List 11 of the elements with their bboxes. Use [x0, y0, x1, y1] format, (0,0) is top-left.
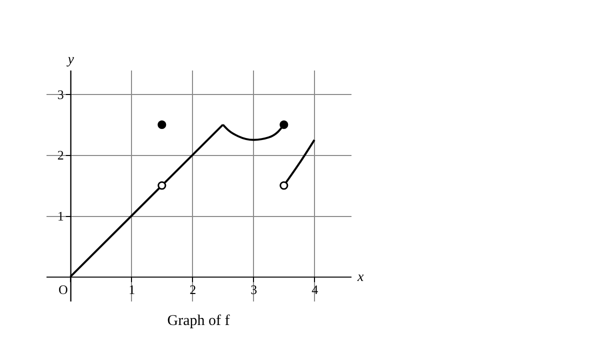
text: Graph of f	[167, 313, 230, 329]
x-axis-title: x	[356, 270, 364, 286]
y-tick-label: 2	[57, 148, 64, 163]
y-tick-label: 1	[57, 208, 64, 224]
x-tick-label: 3	[250, 282, 258, 298]
x-tick-label: 4	[312, 282, 319, 298]
x-tick-label: O	[58, 282, 68, 298]
x-tick-label: 2	[190, 282, 196, 298]
y-tick-label: 3	[57, 86, 64, 102]
y-axis-title: y	[66, 52, 75, 68]
x-tick-label: 1	[128, 282, 136, 298]
